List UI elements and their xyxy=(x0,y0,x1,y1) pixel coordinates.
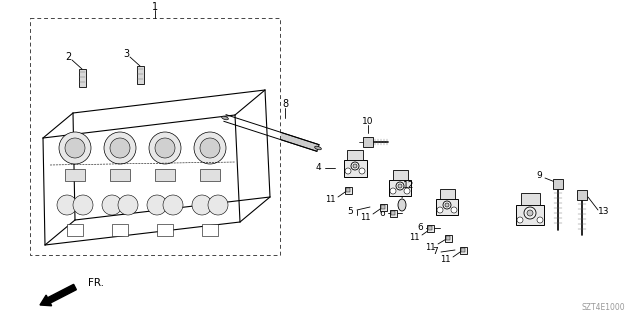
Text: 4: 4 xyxy=(315,164,321,173)
Circle shape xyxy=(200,138,220,158)
Circle shape xyxy=(163,195,183,215)
Bar xyxy=(346,188,350,192)
Circle shape xyxy=(102,195,122,215)
Circle shape xyxy=(443,201,451,209)
Text: 11: 11 xyxy=(324,196,335,204)
Bar xyxy=(112,224,128,236)
Ellipse shape xyxy=(398,199,406,211)
Circle shape xyxy=(517,217,523,223)
Bar xyxy=(461,248,465,252)
Text: 5: 5 xyxy=(347,207,353,217)
Bar xyxy=(427,225,434,232)
Text: 13: 13 xyxy=(598,207,610,217)
Bar xyxy=(347,150,363,160)
Bar xyxy=(344,160,367,177)
Text: 7: 7 xyxy=(432,248,438,256)
Bar xyxy=(390,210,397,217)
Text: 10: 10 xyxy=(362,116,374,125)
Ellipse shape xyxy=(221,116,228,120)
Circle shape xyxy=(353,164,357,168)
Text: FR.: FR. xyxy=(88,278,104,288)
Bar xyxy=(393,170,408,180)
Text: 11: 11 xyxy=(409,234,419,242)
Bar xyxy=(67,224,83,236)
Circle shape xyxy=(527,210,533,216)
Bar xyxy=(521,193,540,205)
Circle shape xyxy=(147,195,167,215)
Circle shape xyxy=(192,195,212,215)
Circle shape xyxy=(59,132,91,164)
Text: 1: 1 xyxy=(152,2,158,12)
Text: 11: 11 xyxy=(360,212,371,221)
Text: 6: 6 xyxy=(417,224,423,233)
Ellipse shape xyxy=(315,146,321,150)
Bar xyxy=(110,169,130,181)
Bar xyxy=(440,189,455,199)
Circle shape xyxy=(398,184,402,188)
Circle shape xyxy=(110,138,130,158)
Circle shape xyxy=(359,168,365,174)
Bar xyxy=(391,211,395,215)
Bar xyxy=(137,66,144,84)
Bar xyxy=(446,236,450,240)
Text: 11: 11 xyxy=(440,256,451,264)
Circle shape xyxy=(104,132,136,164)
Bar xyxy=(202,224,218,236)
Bar xyxy=(155,169,175,181)
Circle shape xyxy=(396,182,404,190)
Text: 11: 11 xyxy=(425,242,435,251)
Bar xyxy=(428,226,432,230)
Text: 6: 6 xyxy=(379,209,385,218)
Bar xyxy=(460,247,467,254)
Circle shape xyxy=(57,195,77,215)
Text: 12: 12 xyxy=(403,181,415,189)
Circle shape xyxy=(118,195,138,215)
FancyArrow shape xyxy=(40,284,76,306)
Bar xyxy=(380,204,387,211)
Bar xyxy=(553,179,563,189)
Text: SZT4E1000: SZT4E1000 xyxy=(581,303,625,312)
Bar xyxy=(30,18,280,255)
Bar xyxy=(577,190,587,200)
Circle shape xyxy=(351,162,359,170)
Circle shape xyxy=(445,203,449,207)
Polygon shape xyxy=(224,115,319,151)
Text: 2: 2 xyxy=(65,52,71,62)
Bar xyxy=(345,187,352,194)
Circle shape xyxy=(345,168,351,174)
Bar xyxy=(157,224,173,236)
Circle shape xyxy=(194,132,226,164)
Circle shape xyxy=(208,195,228,215)
Circle shape xyxy=(437,207,443,213)
Bar xyxy=(381,205,385,209)
Bar xyxy=(200,169,220,181)
Circle shape xyxy=(149,132,181,164)
Text: 3: 3 xyxy=(123,49,129,59)
Circle shape xyxy=(390,188,396,194)
Text: 9: 9 xyxy=(536,170,542,180)
Circle shape xyxy=(537,217,543,223)
Circle shape xyxy=(524,207,536,219)
Text: 8: 8 xyxy=(282,99,288,109)
Bar xyxy=(363,137,373,147)
Circle shape xyxy=(155,138,175,158)
Circle shape xyxy=(65,138,85,158)
Circle shape xyxy=(451,207,457,213)
Bar xyxy=(65,169,85,181)
Circle shape xyxy=(404,188,410,194)
Bar xyxy=(389,180,411,196)
Bar xyxy=(516,205,544,225)
Bar xyxy=(445,235,452,242)
Bar xyxy=(79,69,86,87)
Circle shape xyxy=(73,195,93,215)
Bar xyxy=(436,199,458,215)
